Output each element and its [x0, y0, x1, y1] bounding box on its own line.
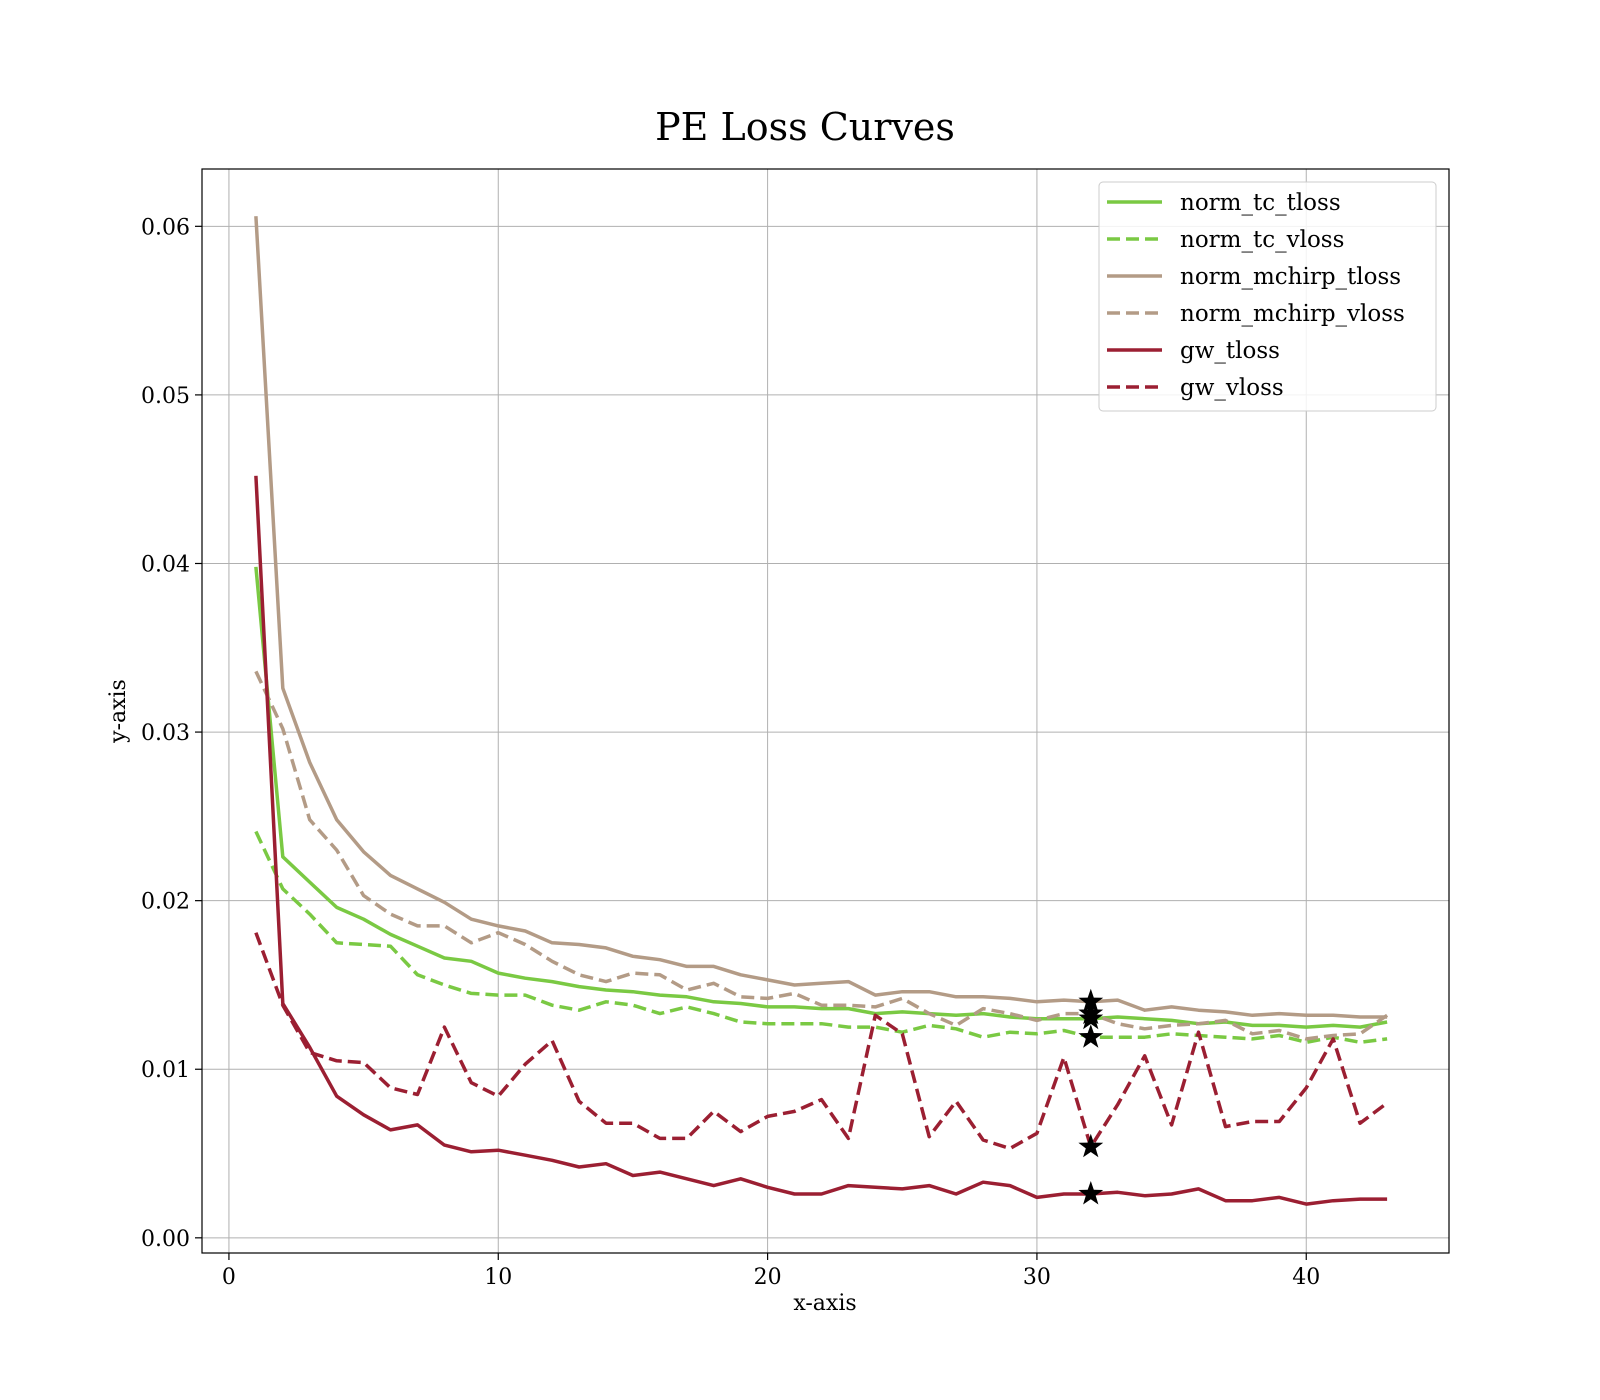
- legend: norm_tc_tloss norm_tc_vloss norm_mchirp_tl…: [1098, 181, 1437, 412]
- series-line-norm-mchirp-vloss: [254, 670, 1389, 1041]
- series-line-norm-mchirp-tloss: [254, 216, 1388, 1019]
- series-line-norm-tc-tloss: [254, 566, 1388, 1029]
- best-epoch-markers: [1078, 988, 1104, 1205]
- legend-label: gw_vloss: [1180, 375, 1284, 401]
- legend-label: norm_mchirp_tloss: [1180, 264, 1401, 290]
- series-line-gw-tloss: [254, 475, 1388, 1206]
- x-tick-label: 0: [222, 1265, 236, 1290]
- star-marker: [1078, 988, 1104, 1013]
- y-tick-label: 0.02: [141, 890, 190, 915]
- y-tick-label: 0.01: [141, 1058, 190, 1083]
- y-tick-label: 0.06: [141, 215, 190, 240]
- legend-label: norm_tc_tloss: [1180, 190, 1341, 216]
- star-marker: [1078, 1024, 1104, 1048]
- legend-box: [1098, 181, 1437, 412]
- series-line-gw-vloss: [254, 932, 1389, 1151]
- x-ticks: 0 10 20 30 40: [222, 1253, 1320, 1290]
- y-tick-label: 0.00: [141, 1227, 190, 1252]
- legend-label: norm_tc_vloss: [1180, 227, 1344, 253]
- series-lines: [254, 216, 1389, 1206]
- x-tick-label: 20: [754, 1265, 782, 1290]
- legend-label: norm_mchirp_vloss: [1180, 301, 1405, 327]
- y-tick-label: 0.04: [141, 552, 190, 577]
- star-marker: [1078, 1000, 1104, 1025]
- star-marker: [1078, 1133, 1104, 1158]
- x-tick-label: 10: [484, 1265, 512, 1290]
- x-axis-label: x-axis: [793, 1291, 856, 1316]
- y-ticks: 0.00 0.01 0.02 0.03 0.04 0.05 0.06: [141, 215, 202, 1252]
- x-tick-label: 40: [1292, 1265, 1320, 1290]
- grid-lines: [202, 169, 1449, 1253]
- plot-frame: [201, 168, 1450, 1254]
- legend-label: gw_tloss: [1180, 338, 1280, 364]
- y-tick-label: 0.05: [141, 384, 190, 409]
- star-marker: [1078, 1181, 1104, 1205]
- y-tick-label: 0.03: [141, 721, 190, 746]
- y-axis-label: y-axis: [106, 679, 131, 744]
- x-tick-label: 30: [1023, 1265, 1051, 1290]
- chart-title: PE Loss Curves: [655, 105, 955, 149]
